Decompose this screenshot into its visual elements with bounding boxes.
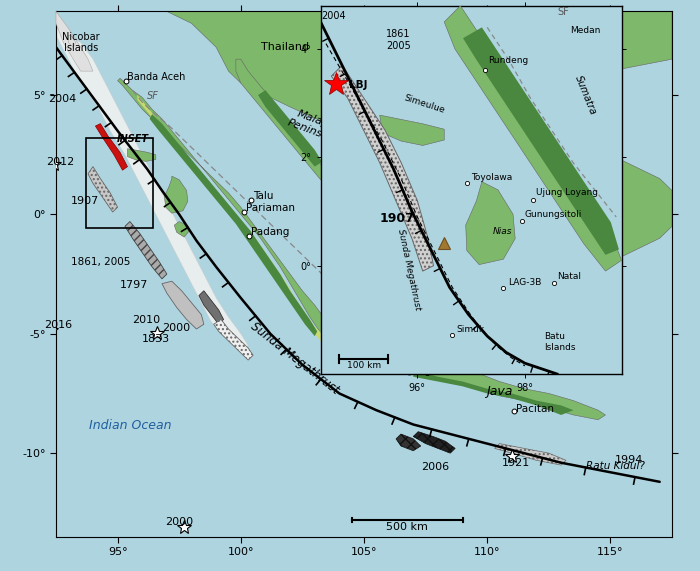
Text: South China
Sea: South China Sea	[461, 51, 538, 79]
Text: 1921: 1921	[502, 459, 530, 468]
Polygon shape	[125, 222, 167, 279]
Text: Simeulue: Simeulue	[402, 93, 445, 115]
Text: Sumatra: Sumatra	[573, 74, 598, 116]
Text: Sunda Megathrust: Sunda Megathrust	[396, 228, 422, 311]
Text: Nias: Nias	[493, 227, 512, 236]
Text: LAG-3B: LAG-3B	[508, 278, 541, 287]
Text: Simuk: Simuk	[456, 325, 484, 334]
Text: Toyolawa: Toyolawa	[471, 173, 512, 182]
Text: Bogor: Bogor	[411, 366, 442, 376]
Text: Jakarta: Jakarta	[412, 356, 449, 365]
Text: Pacitan: Pacitan	[515, 404, 554, 414]
Text: SF: SF	[147, 91, 159, 100]
Polygon shape	[95, 124, 127, 170]
Text: 2016: 2016	[43, 320, 72, 330]
Polygon shape	[495, 444, 566, 465]
Polygon shape	[88, 167, 118, 212]
Text: Java Sea: Java Sea	[547, 336, 601, 349]
Polygon shape	[56, 11, 672, 124]
Text: Nicobar
Islands: Nicobar Islands	[62, 31, 99, 53]
Text: Rundeng: Rundeng	[489, 55, 528, 65]
Polygon shape	[413, 432, 455, 453]
Bar	[85, 138, 153, 227]
Text: 2004: 2004	[322, 11, 346, 21]
Text: 2000: 2000	[162, 323, 190, 333]
Text: INSET: INSET	[116, 134, 148, 143]
Polygon shape	[56, 11, 93, 71]
Text: Singapore: Singapore	[343, 174, 396, 183]
Text: 1994: 1994	[615, 455, 644, 465]
Polygon shape	[137, 95, 332, 345]
Polygon shape	[56, 28, 248, 353]
Text: 1833: 1833	[142, 334, 170, 344]
Polygon shape	[164, 176, 188, 213]
Polygon shape	[174, 222, 189, 237]
Polygon shape	[463, 27, 619, 255]
Text: Ujung Loyang: Ujung Loyang	[536, 188, 598, 197]
Text: SF: SF	[393, 316, 405, 326]
Polygon shape	[413, 369, 573, 415]
Text: 1797: 1797	[120, 280, 148, 291]
Text: Banda Aceh: Banda Aceh	[127, 72, 186, 82]
Text: 2006: 2006	[421, 462, 449, 472]
Text: 2012: 2012	[46, 158, 74, 167]
Text: 2004: 2004	[48, 94, 77, 104]
Text: LBJ: LBJ	[349, 80, 367, 90]
Polygon shape	[438, 155, 672, 274]
Polygon shape	[127, 148, 156, 162]
Text: Pariaman: Pariaman	[246, 203, 295, 213]
Polygon shape	[379, 115, 444, 146]
Text: 2007: 2007	[372, 266, 400, 276]
Text: Batu
Islands: Batu Islands	[544, 332, 575, 352]
Polygon shape	[162, 282, 204, 329]
Text: 500 km: 500 km	[386, 521, 428, 532]
Text: Talu: Talu	[253, 191, 273, 201]
Text: 2000: 2000	[165, 517, 193, 527]
Polygon shape	[150, 114, 317, 336]
Text: 2010: 2010	[132, 315, 160, 325]
Text: 1907: 1907	[379, 212, 414, 226]
Polygon shape	[444, 6, 622, 271]
Text: Malaya
Peninsula: Malaya Peninsula	[286, 106, 344, 145]
Text: 1907: 1907	[71, 196, 99, 206]
Text: Krakatau: Krakatau	[392, 352, 440, 362]
Polygon shape	[331, 65, 433, 271]
Polygon shape	[214, 319, 253, 360]
Text: Ratu Kidul?: Ratu Kidul?	[586, 461, 645, 471]
Text: 1861, 2005: 1861, 2005	[71, 256, 130, 267]
Text: Indian Ocean: Indian Ocean	[89, 419, 172, 432]
Text: 100 km: 100 km	[346, 360, 381, 369]
Text: SF: SF	[557, 7, 569, 18]
Text: 1861
2005: 1861 2005	[386, 30, 411, 51]
Polygon shape	[118, 78, 389, 357]
Polygon shape	[199, 291, 223, 324]
Text: Natal: Natal	[557, 272, 581, 282]
Text: Sumatra: Sumatra	[318, 219, 360, 270]
Polygon shape	[258, 90, 322, 167]
Text: Thailand: Thailand	[261, 42, 309, 51]
Text: Medan: Medan	[570, 26, 601, 35]
Polygon shape	[236, 59, 335, 186]
Text: Sunda Megathrust: Sunda Megathrust	[248, 320, 342, 396]
Polygon shape	[384, 353, 606, 420]
Polygon shape	[466, 182, 515, 264]
Text: Java: Java	[486, 385, 512, 397]
Text: Padang: Padang	[251, 227, 290, 238]
Polygon shape	[396, 434, 421, 451]
Text: Gunungsitoli: Gunungsitoli	[525, 210, 582, 219]
Polygon shape	[69, 35, 76, 47]
